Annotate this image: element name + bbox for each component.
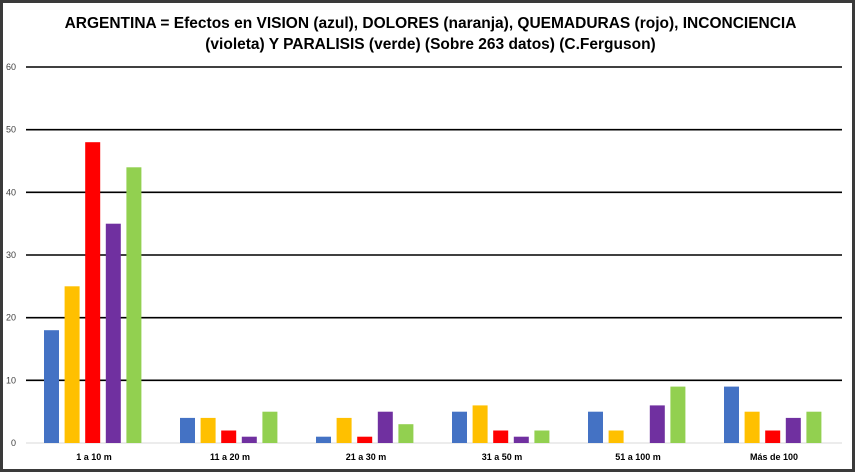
bar bbox=[649, 405, 665, 443]
bar bbox=[670, 386, 686, 443]
bar bbox=[765, 430, 781, 443]
chart-title: ARGENTINA = Efectos en VISION (azul), DO… bbox=[64, 15, 797, 53]
bar bbox=[724, 386, 739, 443]
bar bbox=[85, 142, 101, 443]
x-tick-label: Más de 100 bbox=[750, 452, 798, 462]
bar bbox=[493, 430, 509, 443]
bar bbox=[105, 223, 121, 443]
x-tick-label: 1 a 10 m bbox=[76, 452, 112, 462]
bar bbox=[398, 424, 414, 443]
bar bbox=[472, 405, 488, 443]
y-tick-label: 50 bbox=[6, 125, 16, 135]
y-tick-label: 20 bbox=[6, 313, 16, 323]
bar bbox=[785, 417, 801, 443]
bar bbox=[513, 436, 529, 443]
x-tick-label: 31 a 50 m bbox=[482, 452, 523, 462]
bar bbox=[377, 411, 393, 443]
bar bbox=[200, 417, 216, 443]
bar bbox=[126, 167, 142, 444]
bar bbox=[608, 430, 624, 443]
bar bbox=[44, 330, 59, 443]
bar bbox=[262, 411, 278, 443]
bar bbox=[336, 417, 352, 443]
bar bbox=[534, 430, 550, 443]
bar bbox=[316, 436, 331, 443]
bar bbox=[180, 417, 195, 443]
y-tick-label: 60 bbox=[6, 62, 16, 72]
bar bbox=[588, 411, 603, 443]
x-tick-label: 11 a 20 m bbox=[210, 452, 250, 462]
x-tick-label: 21 a 30 m bbox=[346, 452, 387, 462]
x-tick-label: 51 a 100 m bbox=[615, 452, 661, 462]
bar bbox=[452, 411, 467, 443]
y-tick-label: 0 bbox=[11, 438, 16, 448]
y-tick-label: 10 bbox=[6, 375, 16, 385]
y-tick-label: 40 bbox=[6, 187, 16, 197]
bar bbox=[806, 411, 822, 443]
bar bbox=[357, 436, 373, 443]
bar bbox=[744, 411, 760, 443]
bar bbox=[221, 430, 237, 443]
y-tick-label: 30 bbox=[6, 250, 16, 260]
bar bbox=[241, 436, 257, 443]
bar bbox=[64, 286, 80, 443]
